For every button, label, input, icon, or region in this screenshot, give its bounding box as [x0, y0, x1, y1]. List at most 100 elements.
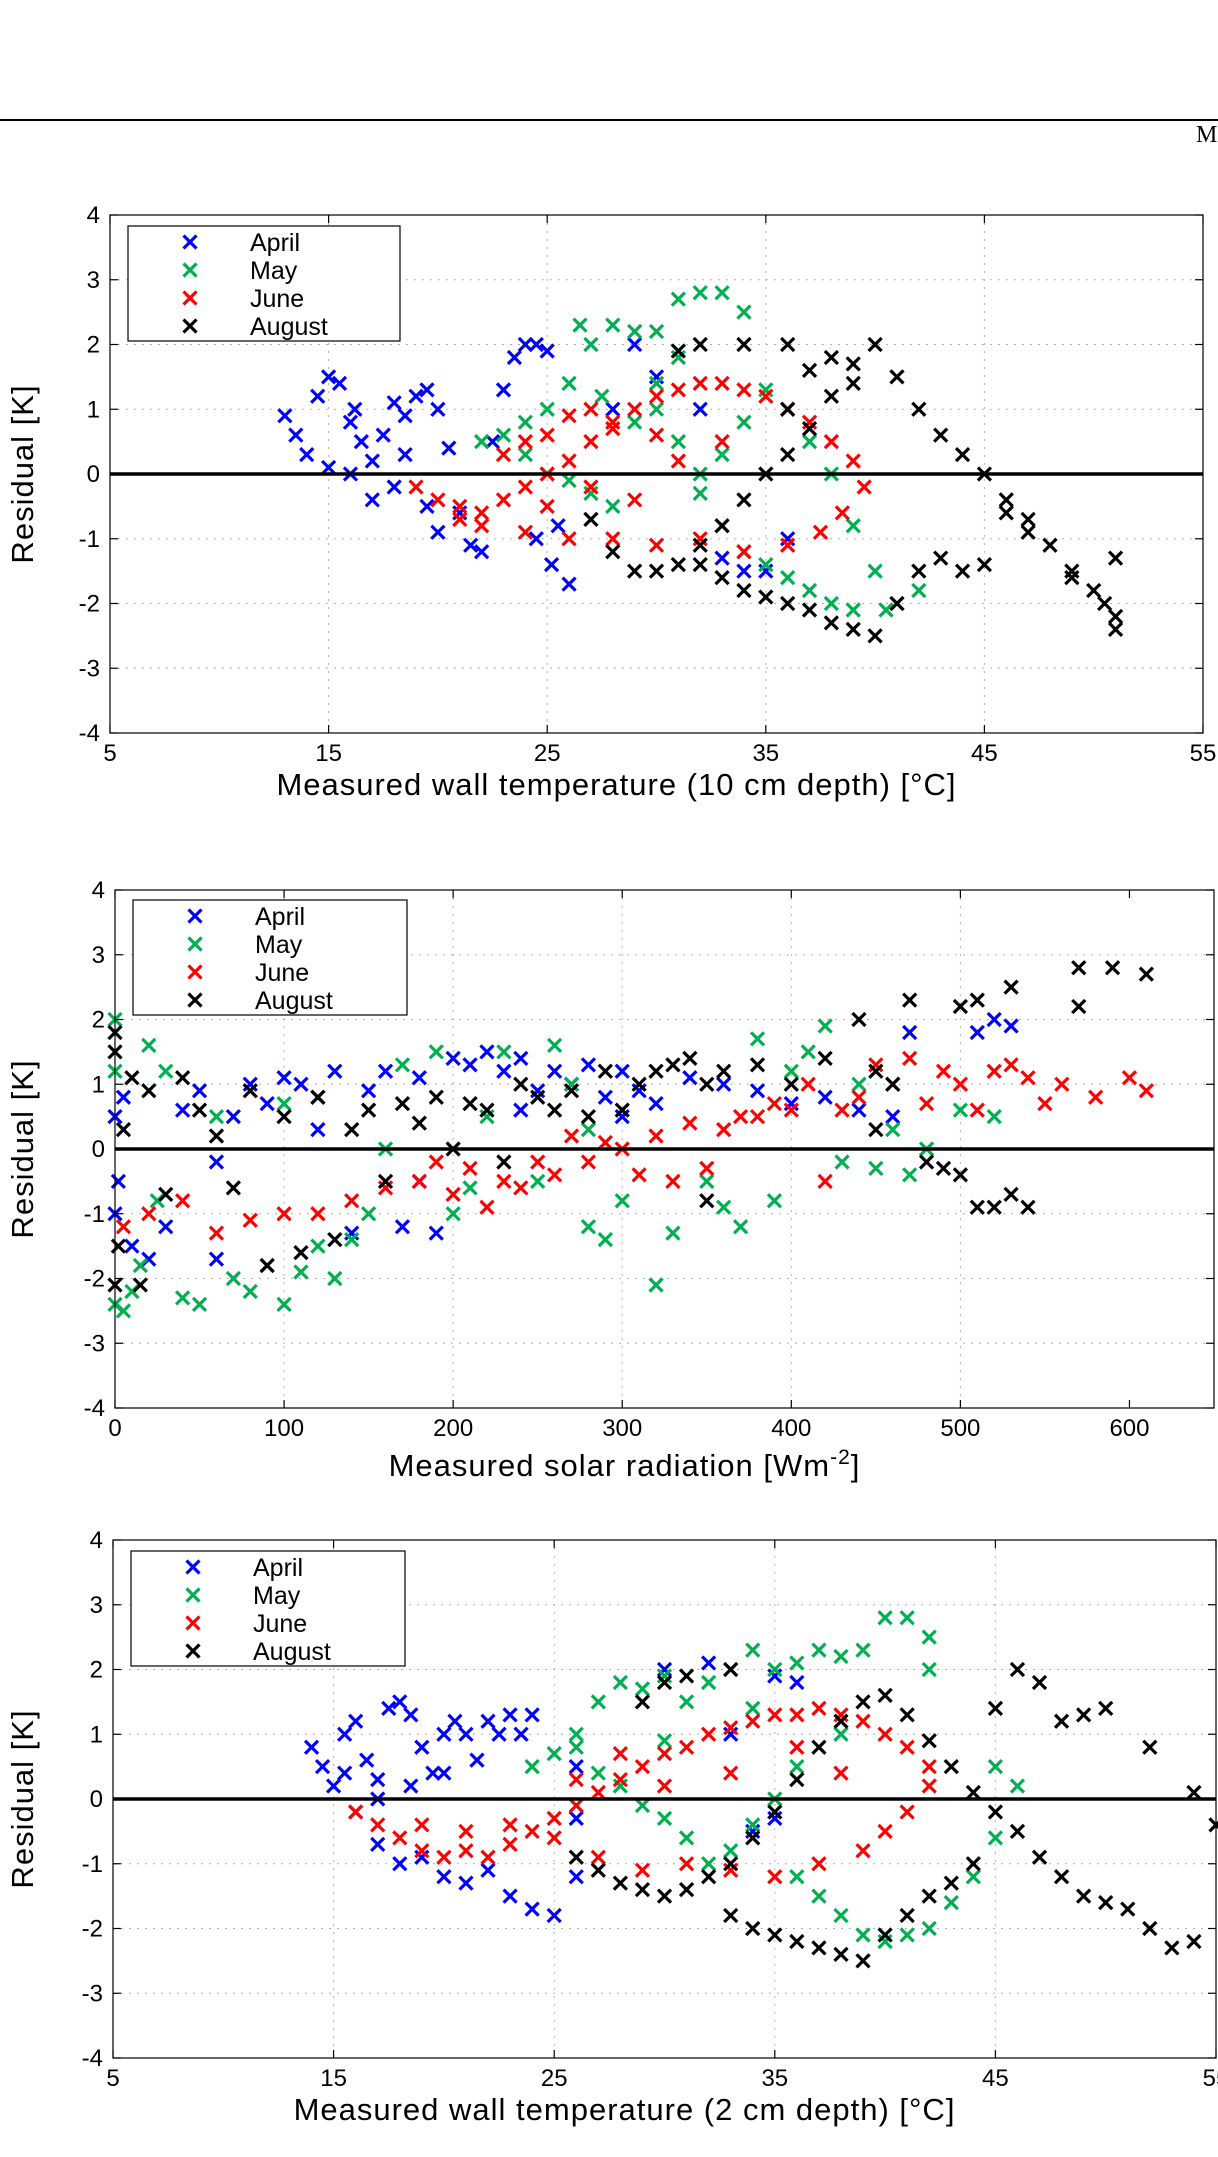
data-point: [469, 1752, 485, 1768]
data-point: [158, 1219, 174, 1235]
data-point: [1064, 569, 1080, 586]
data-point: [572, 317, 588, 333]
data-point: [293, 1244, 309, 1261]
data-point: [447, 1713, 463, 1729]
data-point: [902, 1050, 918, 1066]
data-point: [597, 1134, 613, 1151]
series-may: [473, 285, 927, 618]
data-point: [877, 1726, 893, 1742]
data-point: [276, 1206, 292, 1222]
data-point: [496, 1154, 512, 1170]
data-point: [678, 1739, 695, 1755]
data-point: [344, 1193, 360, 1209]
data-point: [1076, 1888, 1092, 1904]
legend-marker: [185, 1587, 201, 1603]
data-point: [320, 369, 337, 385]
data-point: [462, 1160, 478, 1177]
data-point: [670, 433, 686, 450]
data-point: [899, 1907, 915, 1924]
data-point: [700, 1869, 717, 1885]
data-point: [310, 1089, 326, 1105]
data-point: [1120, 1901, 1136, 1917]
data-point: [833, 1713, 849, 1729]
data-point: [969, 1024, 985, 1041]
data-point: [597, 1089, 613, 1105]
x-tick-label: 55: [1203, 2065, 1218, 2092]
data-point: [745, 1642, 761, 1658]
data-point: [360, 1083, 377, 1099]
data-point: [539, 343, 555, 359]
data-point: [386, 395, 402, 411]
data-point: [419, 382, 435, 398]
data-point: [656, 1746, 673, 1762]
data-point: [1009, 1661, 1026, 1678]
data-point: [648, 388, 665, 404]
data-point: [885, 1076, 901, 1092]
legend-marker: [187, 992, 203, 1008]
data-point: [767, 1804, 783, 1820]
data-point: [833, 1726, 849, 1742]
data-point: [867, 628, 883, 644]
data-point: [943, 1758, 959, 1775]
y-tick-label: 3: [87, 267, 100, 294]
data-point: [590, 1862, 606, 1878]
data-point: [364, 492, 380, 508]
data-point: [954, 446, 971, 463]
legend-entry-august: August: [185, 1638, 331, 1666]
data-point: [259, 1257, 275, 1274]
data-point: [342, 414, 359, 430]
data-point: [987, 1700, 1004, 1716]
data-point: [502, 1817, 518, 1833]
data-point: [414, 1817, 430, 1833]
data-point: [597, 1063, 613, 1079]
x-axis-label: Measured wall temperature (10 cm depth) …: [276, 767, 956, 802]
data-point: [428, 1044, 444, 1060]
data-point: [141, 1083, 157, 1099]
data-point: [749, 1108, 766, 1125]
data-point: [678, 1668, 695, 1684]
data-point: [817, 1018, 833, 1034]
data-point: [845, 356, 861, 372]
running-head: M: [1196, 122, 1218, 148]
data-point: [627, 563, 643, 579]
x-tick-label: 100: [264, 1415, 304, 1442]
data-point: [158, 1063, 174, 1079]
data-point: [428, 1089, 444, 1105]
data-point: [491, 1726, 507, 1742]
data-point: [377, 1063, 394, 1079]
data-point: [370, 1836, 386, 1852]
data-point: [208, 1251, 225, 1267]
data-point: [310, 1121, 326, 1138]
data-point: [692, 336, 708, 353]
data-point: [745, 1817, 761, 1833]
data-point: [110, 1238, 127, 1254]
data-point: [682, 1050, 698, 1066]
data-point: [921, 1778, 937, 1794]
data-point: [789, 1758, 805, 1775]
data-point: [1098, 1894, 1114, 1911]
data-point: [612, 1674, 629, 1691]
data-point: [714, 433, 730, 450]
y-tick-label: -1: [84, 1201, 105, 1228]
data-point: [1186, 1784, 1202, 1801]
data-point: [495, 446, 512, 463]
data-point: [502, 1888, 518, 1904]
data-point: [458, 1823, 474, 1840]
data-point: [943, 1894, 959, 1911]
y-tick-label: 0: [92, 1136, 105, 1163]
data-point: [800, 1044, 816, 1060]
data-point: [597, 1232, 613, 1248]
data-point: [583, 401, 599, 417]
data-point: [878, 602, 894, 618]
data-point: [605, 498, 621, 515]
data-point: [132, 1277, 148, 1293]
data-point: [408, 479, 424, 495]
data-point: [986, 1063, 1002, 1079]
data-point: [495, 382, 512, 398]
data-point: [612, 1875, 629, 1891]
data-point: [310, 1238, 326, 1254]
x-axis-label: Measured solar radiation [Wm-2]: [389, 1446, 861, 1483]
legend-box: [130, 1550, 406, 1667]
data-point: [656, 1778, 673, 1794]
